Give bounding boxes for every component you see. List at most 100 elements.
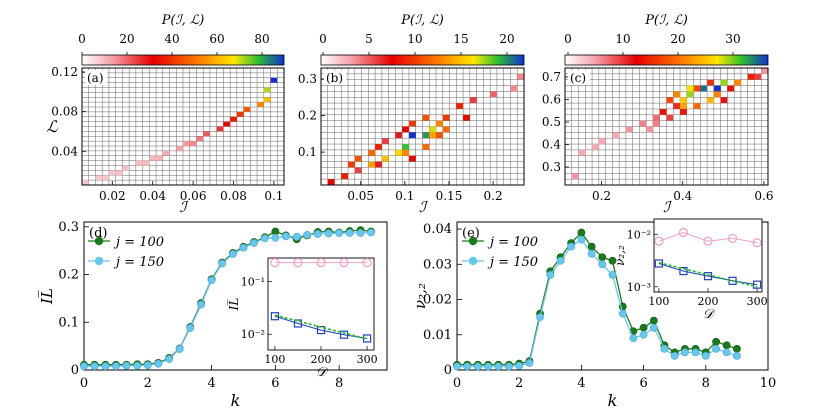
line-d-point xyxy=(250,239,258,247)
heatmap-a-cell xyxy=(243,107,251,112)
line-e-legend-swatch xyxy=(468,256,478,266)
heatmap-c-colorbar-tick-label: 20 xyxy=(670,32,685,46)
heatmap-c-cell xyxy=(713,85,721,92)
line-e-point xyxy=(701,352,710,360)
heatmap-a-ytick-label: 0.12 xyxy=(51,65,78,79)
line-e-inset-ytick-label: 10⁻³ xyxy=(627,281,651,294)
heatmap-a-cell xyxy=(196,136,204,142)
heatmap-c-cell xyxy=(734,79,741,86)
line-d-panel-label: (d) xyxy=(89,226,107,241)
heatmap-b-cell xyxy=(429,132,437,139)
line-e-inset-fit-line xyxy=(658,261,758,288)
line-e-legend-label: j = 100 xyxy=(487,235,538,250)
heatmap-c-cell xyxy=(761,68,768,74)
heatmap-a-cell xyxy=(149,155,157,161)
heatmap-c-cell xyxy=(727,85,735,92)
line-e-xtick-label: 2 xyxy=(515,376,523,391)
heatmap-b-panel-label: (b) xyxy=(326,71,343,85)
heatmap-b-cell xyxy=(402,126,409,133)
heatmap-c-ytick-label: 0.7 xyxy=(542,70,561,84)
line-e-inset-point xyxy=(752,280,762,289)
line-e-point xyxy=(681,348,689,357)
heatmap-a-xtick-label: 0.06 xyxy=(180,189,207,203)
line-e-point xyxy=(733,344,741,353)
heatmap-c-ytick-label: 0.5 xyxy=(542,115,561,129)
line-e-ytick-label: 0.03 xyxy=(423,257,452,272)
heatmap-b-ytick-label: 0.2 xyxy=(298,109,317,123)
line-d-legend-label: j = 150 xyxy=(113,255,164,270)
line-e-inset-point xyxy=(654,236,664,246)
heatmap-b-colorbar-tick-label: 5 xyxy=(365,32,373,46)
line-e-point xyxy=(712,344,720,353)
heatmap-a-cell xyxy=(257,102,264,107)
heatmap-b-cell xyxy=(456,103,464,109)
line-e-inset-xlabel: 𝒟 xyxy=(703,307,716,322)
line-d-inset-point xyxy=(293,258,303,268)
line-e-point xyxy=(639,330,648,339)
heatmap-a-colorbar-tick-label: 60 xyxy=(209,32,224,46)
heatmap-b-xtick-label: 0.2 xyxy=(484,189,503,203)
heatmap-c-xtick-label: 0.4 xyxy=(673,189,692,203)
line-e-xtick-label: 8 xyxy=(702,376,710,391)
line-d-point xyxy=(80,362,88,371)
heatmap-a-cell xyxy=(263,97,271,103)
heatmap-a-cell xyxy=(122,165,130,171)
heatmap-b-cell xyxy=(402,149,409,156)
line-d-ytick-label: 0.1 xyxy=(58,315,79,330)
heatmap-b-cell xyxy=(408,120,416,127)
heatmap-b-cell xyxy=(422,144,430,150)
heatmap-c-cell xyxy=(571,173,579,180)
heatmap-c-cell xyxy=(686,85,694,92)
line-e-point xyxy=(484,362,492,371)
heatmap-a-cell xyxy=(156,155,163,161)
heatmap-a-cell xyxy=(82,180,89,185)
line-e-point xyxy=(515,361,524,370)
line-d-point xyxy=(292,232,301,241)
heatmap-c-cell xyxy=(639,120,647,127)
heatmap-c-colorbar-label: P(ℐ, ℒ) xyxy=(644,13,688,28)
line-e-point xyxy=(577,235,586,244)
heatmap-c-colorbar-tick-label: 30 xyxy=(725,32,740,46)
line-d-xtick-label: 0 xyxy=(80,376,88,391)
line-d-xlabel: k xyxy=(231,391,241,410)
line-d-point xyxy=(335,229,344,237)
heatmap-b-cell xyxy=(436,120,443,127)
line-d-point xyxy=(133,361,142,370)
heatmap-a-ytick-label: 0.08 xyxy=(51,105,78,119)
heatmap-c-cell xyxy=(680,103,687,109)
line-d-legend-label: j = 100 xyxy=(113,235,164,250)
line-e-point xyxy=(722,341,731,350)
line-d-point xyxy=(218,259,227,268)
heatmap-c-panel-label: (c) xyxy=(570,71,586,85)
line-e-inset-point xyxy=(752,238,762,248)
heatmap-a-colorbar xyxy=(81,54,285,66)
line-d-point xyxy=(313,230,322,238)
heatmap-c-cell xyxy=(680,108,687,115)
line-d-inset-point xyxy=(362,258,372,268)
heatmap-c-cell xyxy=(598,138,606,145)
line-e-ytick-label: 0.01 xyxy=(423,328,452,343)
heatmap-a-xtick-label: 0.08 xyxy=(220,189,247,203)
heatmap-c-ytick-label: 0.6 xyxy=(542,93,561,107)
line-d-point xyxy=(90,362,99,371)
heatmap-c-colorbar xyxy=(564,54,769,66)
heatmap-c-cell xyxy=(625,126,633,133)
line-e-inset-point xyxy=(703,272,713,281)
line-d-inset-xlabel: 𝒟 xyxy=(316,365,329,380)
heatmap-b-cell xyxy=(490,91,497,98)
line-e-series-line xyxy=(457,238,738,368)
line-e-point xyxy=(525,359,534,367)
heatmap-b-cell xyxy=(402,144,409,150)
heatmap-c-cell xyxy=(666,114,674,121)
line-d-point xyxy=(271,233,280,242)
heatmap-b-colorbar-tick-label: 20 xyxy=(499,32,514,46)
line-d-inset-ylabel: IL̅ xyxy=(226,298,241,312)
heatmap-c-xtick-label: 0.6 xyxy=(754,189,773,203)
heatmap-c-cell xyxy=(680,97,687,104)
heatmap-b-cell xyxy=(327,179,335,185)
heatmap-c-panel-label-bg xyxy=(568,70,590,85)
line-e-inset-xtick-label: 300 xyxy=(747,295,768,308)
line-d-point xyxy=(175,345,184,353)
line-e-legend-swatch xyxy=(468,236,478,246)
